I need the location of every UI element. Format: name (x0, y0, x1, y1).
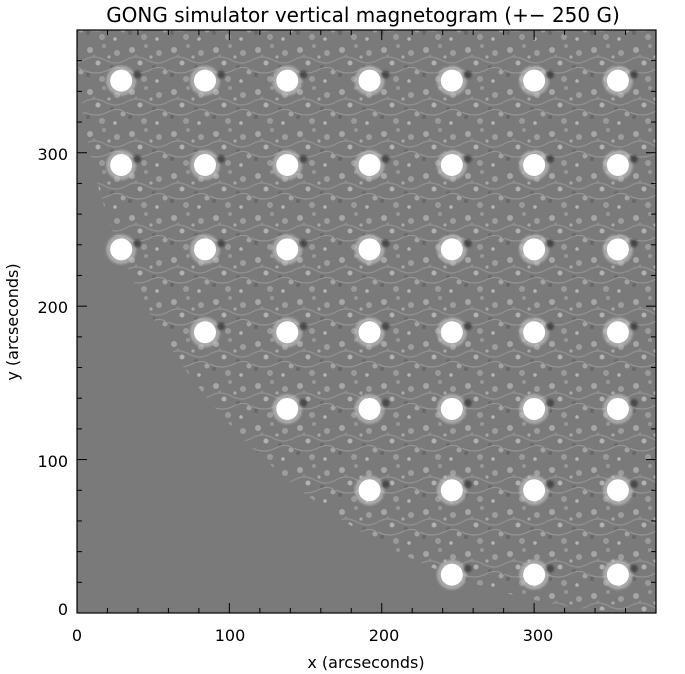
bright-spot (436, 475, 472, 506)
bright-spot (436, 559, 472, 590)
bright-spot (519, 317, 555, 348)
chart-title: GONG simulator vertical magnetogram (+− … (106, 3, 620, 27)
bright-spot (354, 234, 390, 265)
bright-spot (602, 150, 638, 181)
plot-frame (76, 29, 657, 614)
y-tick-label: 100 (37, 452, 68, 471)
bright-spot (106, 150, 142, 181)
x-tick-label: 100 (215, 626, 246, 645)
x-tick-label: 200 (369, 626, 400, 645)
x-axis-tick-labels: 0 100 200 300 (72, 626, 553, 645)
bright-spot (354, 475, 390, 506)
x-axis-label: x (arcseconds) (307, 653, 424, 672)
y-tick-label: 200 (37, 298, 68, 317)
bright-spot (354, 65, 390, 96)
bright-spot (272, 234, 308, 265)
y-axis-label: y (arcseconds) (3, 263, 22, 380)
bright-spot (436, 393, 472, 424)
x-tick-label: 0 (72, 626, 82, 645)
x-tick-label: 300 (523, 626, 554, 645)
bright-spot (106, 65, 142, 96)
bright-spot (272, 317, 308, 348)
bright-spot (436, 317, 472, 348)
magnetic-spots-layer (106, 65, 638, 590)
bright-spot (189, 234, 225, 265)
y-tick-label: 0 (58, 600, 68, 619)
y-tick-label: 300 (37, 145, 68, 164)
bright-spot (519, 65, 555, 96)
bright-spot (602, 475, 638, 506)
bright-spot (519, 150, 555, 181)
bright-spot (436, 234, 472, 265)
bright-spot (519, 393, 555, 424)
bright-spot (436, 65, 472, 96)
bright-spot (106, 234, 142, 265)
bright-spot (189, 150, 225, 181)
bright-spot (354, 393, 390, 424)
bright-spot (272, 150, 308, 181)
bright-spot (354, 317, 390, 348)
axis-ticks (76, 29, 657, 614)
bright-spot (272, 65, 308, 96)
bright-spot (602, 393, 638, 424)
bright-spot (354, 150, 390, 181)
plot-area (77, 30, 656, 613)
bright-spot (602, 559, 638, 590)
bright-spot (436, 150, 472, 181)
bright-spot (272, 393, 308, 424)
y-axis-tick-labels: 0 100 200 300 (37, 145, 68, 619)
bright-spot (189, 65, 225, 96)
bright-spot (602, 234, 638, 265)
bright-spot (602, 317, 638, 348)
bright-spot (189, 317, 225, 348)
bright-spot (519, 234, 555, 265)
bright-spot (602, 65, 638, 96)
bright-spot (519, 559, 555, 590)
bright-spot (519, 475, 555, 506)
